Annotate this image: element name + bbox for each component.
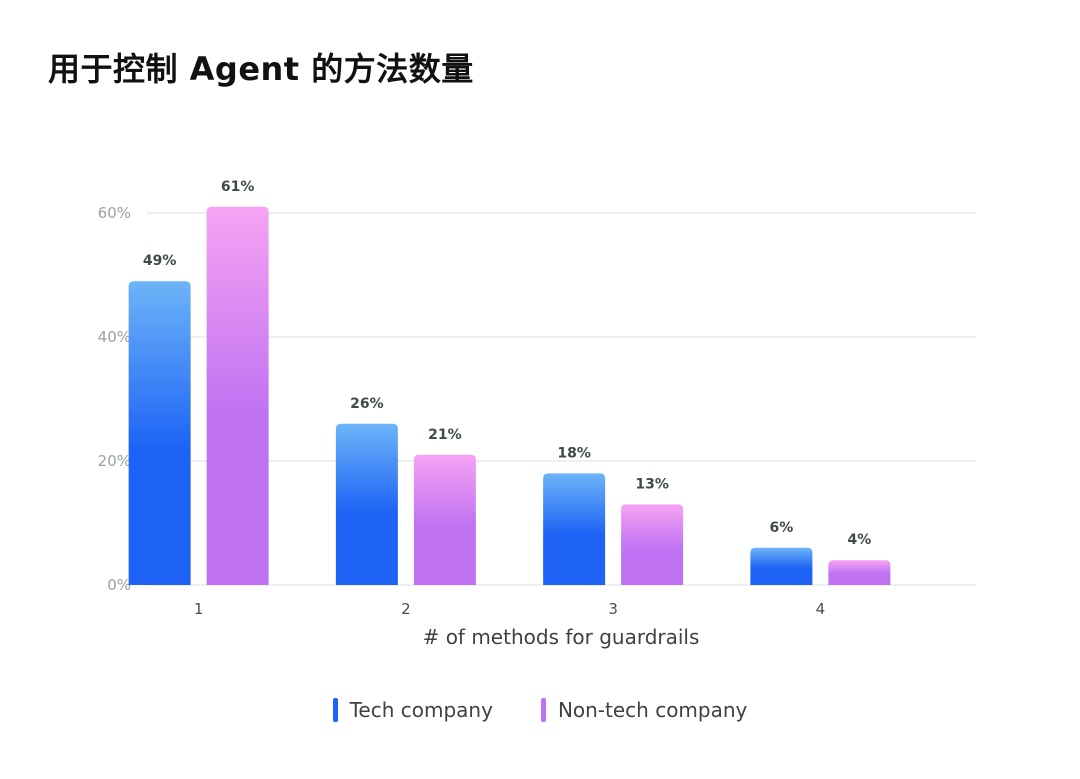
data-label-tech-company-4: 6%: [769, 520, 793, 536]
x-tick-label-4: 4: [816, 600, 826, 618]
y-tick-label-3: 60%: [98, 204, 131, 222]
bar-non-tech-company-1: [206, 206, 269, 586]
data-label-non-tech-company-4: 4%: [847, 532, 871, 548]
page-title: 用于控制 Agent 的方法数量: [48, 50, 474, 88]
data-label-non-tech-company-2: 21%: [428, 427, 462, 443]
legend-item-non-tech-company[interactable]: Non-tech company: [540, 698, 748, 722]
x-axis-title: # of methods for guardrails: [423, 625, 700, 649]
legend-label-non-tech-company: Non-tech company: [557, 698, 748, 722]
data-label-tech-company-2: 26%: [350, 396, 384, 412]
legend-item-tech-company[interactable]: Tech company: [332, 698, 493, 722]
bar-non-tech-company-4: [828, 560, 891, 585]
legend-swatch-non-tech-company: [540, 698, 546, 722]
bar-tech-company-4: [750, 547, 813, 585]
bar-tech-company-2: [335, 423, 398, 585]
bar-non-tech-company-3: [621, 504, 684, 585]
bar-tech-company-3: [543, 473, 606, 585]
bar-chart: 0% 20% 40% 60% 49% 61% 1 26% 21% 2 18% 13% 3 6% 4% 4 #…: [98, 179, 976, 649]
y-tick-label-0: 0%: [107, 576, 131, 594]
bar-non-tech-company-2: [413, 454, 476, 585]
x-tick-label-3: 3: [608, 600, 618, 618]
y-tick-label-2: 40%: [98, 328, 131, 346]
data-label-tech-company-1: 49%: [143, 253, 177, 269]
bar-tech-company-1: [128, 281, 191, 585]
data-label-tech-company-3: 18%: [557, 445, 591, 461]
x-tick-label-2: 2: [401, 600, 411, 618]
legend-swatch-tech-company: [332, 698, 338, 722]
y-tick-label-1: 20%: [98, 452, 131, 470]
legend-label-tech-company: Tech company: [349, 698, 493, 722]
data-label-non-tech-company-1: 61%: [221, 179, 255, 195]
x-tick-label-1: 1: [194, 600, 204, 618]
data-label-non-tech-company-3: 13%: [635, 476, 669, 492]
legend: Tech company Non-tech company: [0, 698, 1080, 722]
